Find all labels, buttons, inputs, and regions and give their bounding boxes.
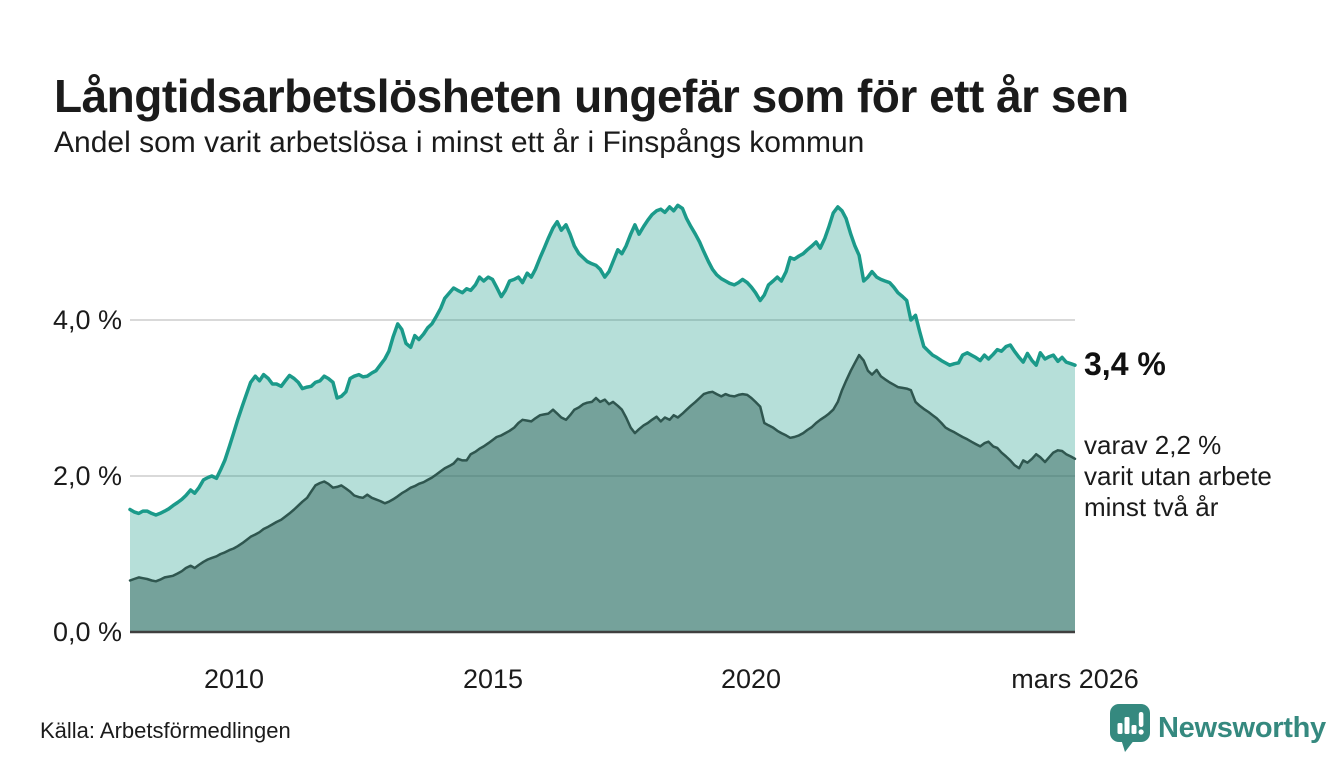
y-axis-tick-0: 0,0 % [52, 617, 122, 647]
x-axis-tick-2015: 2015 [462, 664, 524, 694]
secondary-value-line-1: varav 2,2 % [1084, 430, 1222, 460]
secondary-value-label: varav 2,2 % varit utan arbete minst två … [1084, 430, 1334, 523]
x-axis-tick-2020: 2020 [720, 664, 782, 694]
secondary-value-line-2: varit utan arbete [1084, 461, 1272, 491]
source-credit: Källa: Arbetsförmedlingen [40, 718, 291, 743]
y-axis-tick-4: 4,0 % [52, 305, 122, 335]
newsworthy-wordmark: Newsworthy [1158, 711, 1326, 744]
y-axis-tick-2: 2,0 % [52, 461, 122, 491]
newsworthy-logo: Newsworthy [1110, 704, 1326, 752]
page-subtitle: Andel som varit arbetslösa i minst ett å… [54, 126, 865, 159]
newsworthy-bubble-barchart-icon [1110, 704, 1150, 752]
secondary-value-line-3: minst två år [1084, 492, 1219, 522]
latest-value-label: 3,4 % [1084, 346, 1166, 382]
x-axis-tick-mars-2026: mars 2026 [1011, 664, 1139, 694]
page-title: Långtidsarbetslösheten ungefär som för e… [54, 69, 1129, 122]
x-axis-tick-2010: 2010 [203, 664, 265, 694]
